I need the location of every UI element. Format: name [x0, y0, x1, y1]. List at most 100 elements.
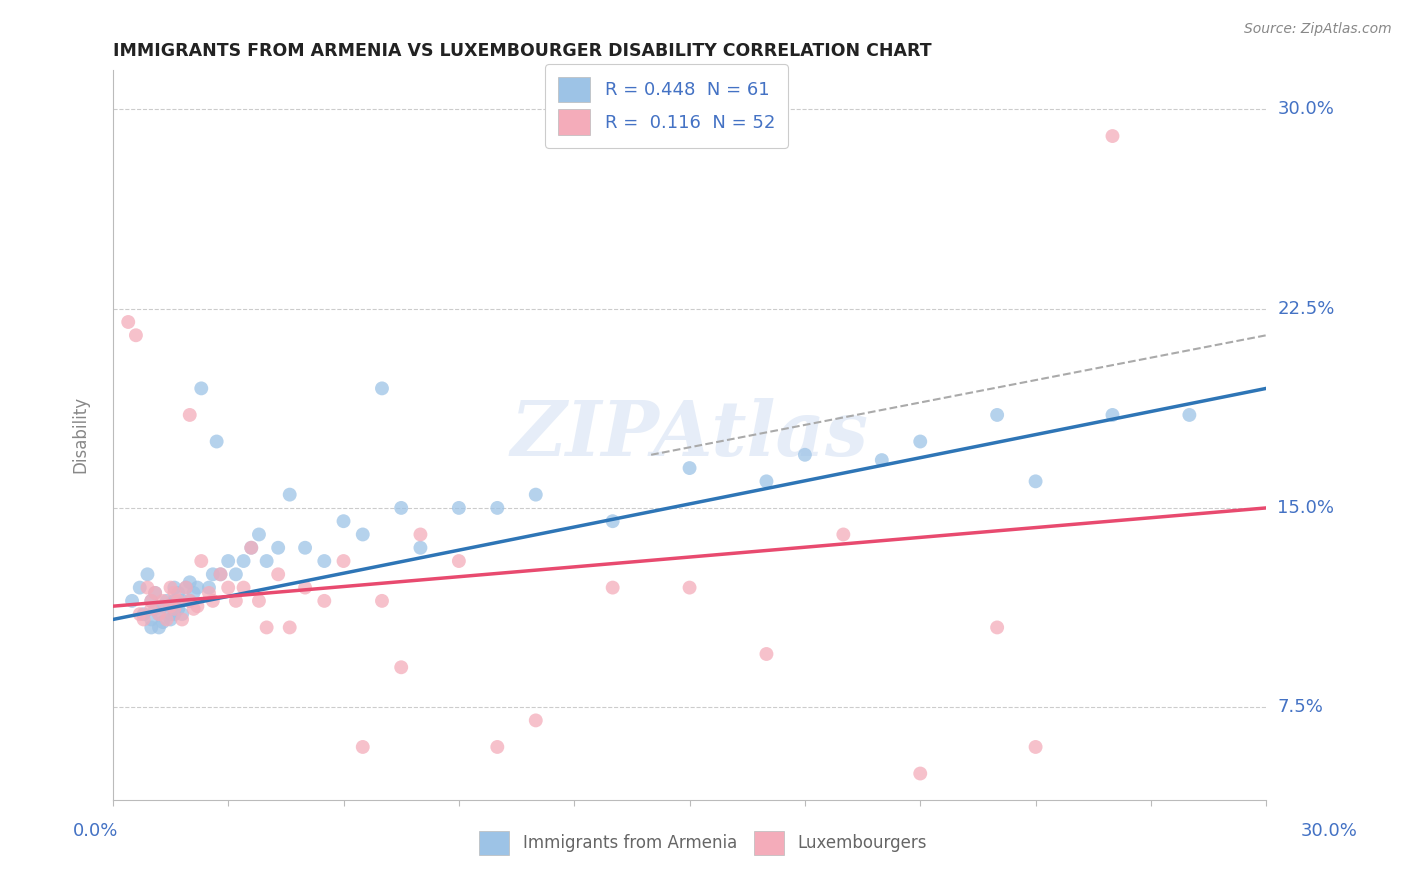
- Point: [156, 594, 179, 608]
- Point: [602, 581, 624, 595]
- Point: [141, 620, 163, 634]
- Point: [141, 594, 163, 608]
- Point: [678, 461, 700, 475]
- Point: [136, 567, 159, 582]
- Point: [267, 541, 290, 555]
- Point: [217, 554, 239, 568]
- Point: [163, 581, 186, 595]
- Point: [910, 434, 932, 449]
- Point: [148, 607, 170, 622]
- Point: [232, 581, 254, 595]
- Text: 30.0%: 30.0%: [1278, 101, 1334, 119]
- Point: [371, 381, 394, 395]
- Point: [294, 541, 316, 555]
- Text: 0.0%: 0.0%: [73, 822, 118, 840]
- Point: [278, 488, 301, 502]
- Point: [352, 527, 374, 541]
- Point: [167, 586, 190, 600]
- Point: [870, 453, 893, 467]
- Point: [141, 594, 163, 608]
- Point: [198, 581, 221, 595]
- Point: [128, 607, 150, 622]
- Point: [190, 381, 212, 395]
- Point: [179, 594, 201, 608]
- Point: [755, 475, 778, 489]
- Point: [179, 575, 201, 590]
- Legend: Immigrants from Armenia, Luxembourgers: Immigrants from Armenia, Luxembourgers: [472, 824, 934, 862]
- Text: 30.0%: 30.0%: [1301, 822, 1357, 840]
- Point: [174, 581, 197, 595]
- Point: [486, 500, 509, 515]
- Point: [179, 408, 201, 422]
- Point: [832, 527, 855, 541]
- Point: [198, 586, 221, 600]
- Point: [447, 500, 470, 515]
- Point: [141, 602, 163, 616]
- Point: [128, 581, 150, 595]
- Point: [156, 612, 179, 626]
- Point: [524, 714, 547, 728]
- Point: [314, 594, 336, 608]
- Point: [159, 612, 181, 626]
- Point: [332, 514, 354, 528]
- Text: Source: ZipAtlas.com: Source: ZipAtlas.com: [1244, 22, 1392, 37]
- Point: [121, 594, 143, 608]
- Point: [174, 581, 197, 595]
- Point: [910, 766, 932, 780]
- Text: ZIPAtlas: ZIPAtlas: [510, 398, 869, 472]
- Point: [148, 620, 170, 634]
- Text: 22.5%: 22.5%: [1278, 300, 1334, 318]
- Point: [152, 594, 174, 608]
- Point: [190, 554, 212, 568]
- Point: [183, 586, 205, 600]
- Point: [389, 660, 412, 674]
- Point: [793, 448, 815, 462]
- Point: [247, 527, 270, 541]
- Point: [152, 615, 174, 629]
- Point: [755, 647, 778, 661]
- Point: [1025, 739, 1047, 754]
- Point: [141, 612, 163, 626]
- Point: [678, 581, 700, 595]
- Point: [225, 594, 247, 608]
- Point: [205, 434, 228, 449]
- Point: [136, 581, 159, 595]
- Point: [201, 594, 224, 608]
- Point: [125, 328, 148, 343]
- Point: [209, 567, 232, 582]
- Point: [389, 500, 412, 515]
- Point: [409, 541, 432, 555]
- Point: [232, 554, 254, 568]
- Point: [167, 594, 190, 608]
- Point: [256, 554, 278, 568]
- Point: [1178, 408, 1201, 422]
- Point: [163, 594, 186, 608]
- Point: [602, 514, 624, 528]
- Point: [986, 620, 1008, 634]
- Point: [225, 567, 247, 582]
- Point: [163, 586, 186, 600]
- Point: [267, 567, 290, 582]
- Point: [209, 567, 232, 582]
- Point: [447, 554, 470, 568]
- Point: [186, 599, 208, 614]
- Point: [247, 594, 270, 608]
- Point: [143, 602, 166, 616]
- Point: [314, 554, 336, 568]
- Point: [163, 607, 186, 622]
- Point: [183, 602, 205, 616]
- Point: [132, 612, 155, 626]
- Point: [278, 620, 301, 634]
- Y-axis label: Disability: Disability: [72, 396, 89, 474]
- Point: [986, 408, 1008, 422]
- Point: [170, 612, 193, 626]
- Point: [294, 581, 316, 595]
- Point: [1025, 475, 1047, 489]
- Point: [371, 594, 394, 608]
- Point: [148, 607, 170, 622]
- Point: [170, 594, 193, 608]
- Point: [159, 599, 181, 614]
- Point: [143, 586, 166, 600]
- Text: 7.5%: 7.5%: [1278, 698, 1323, 716]
- Point: [352, 739, 374, 754]
